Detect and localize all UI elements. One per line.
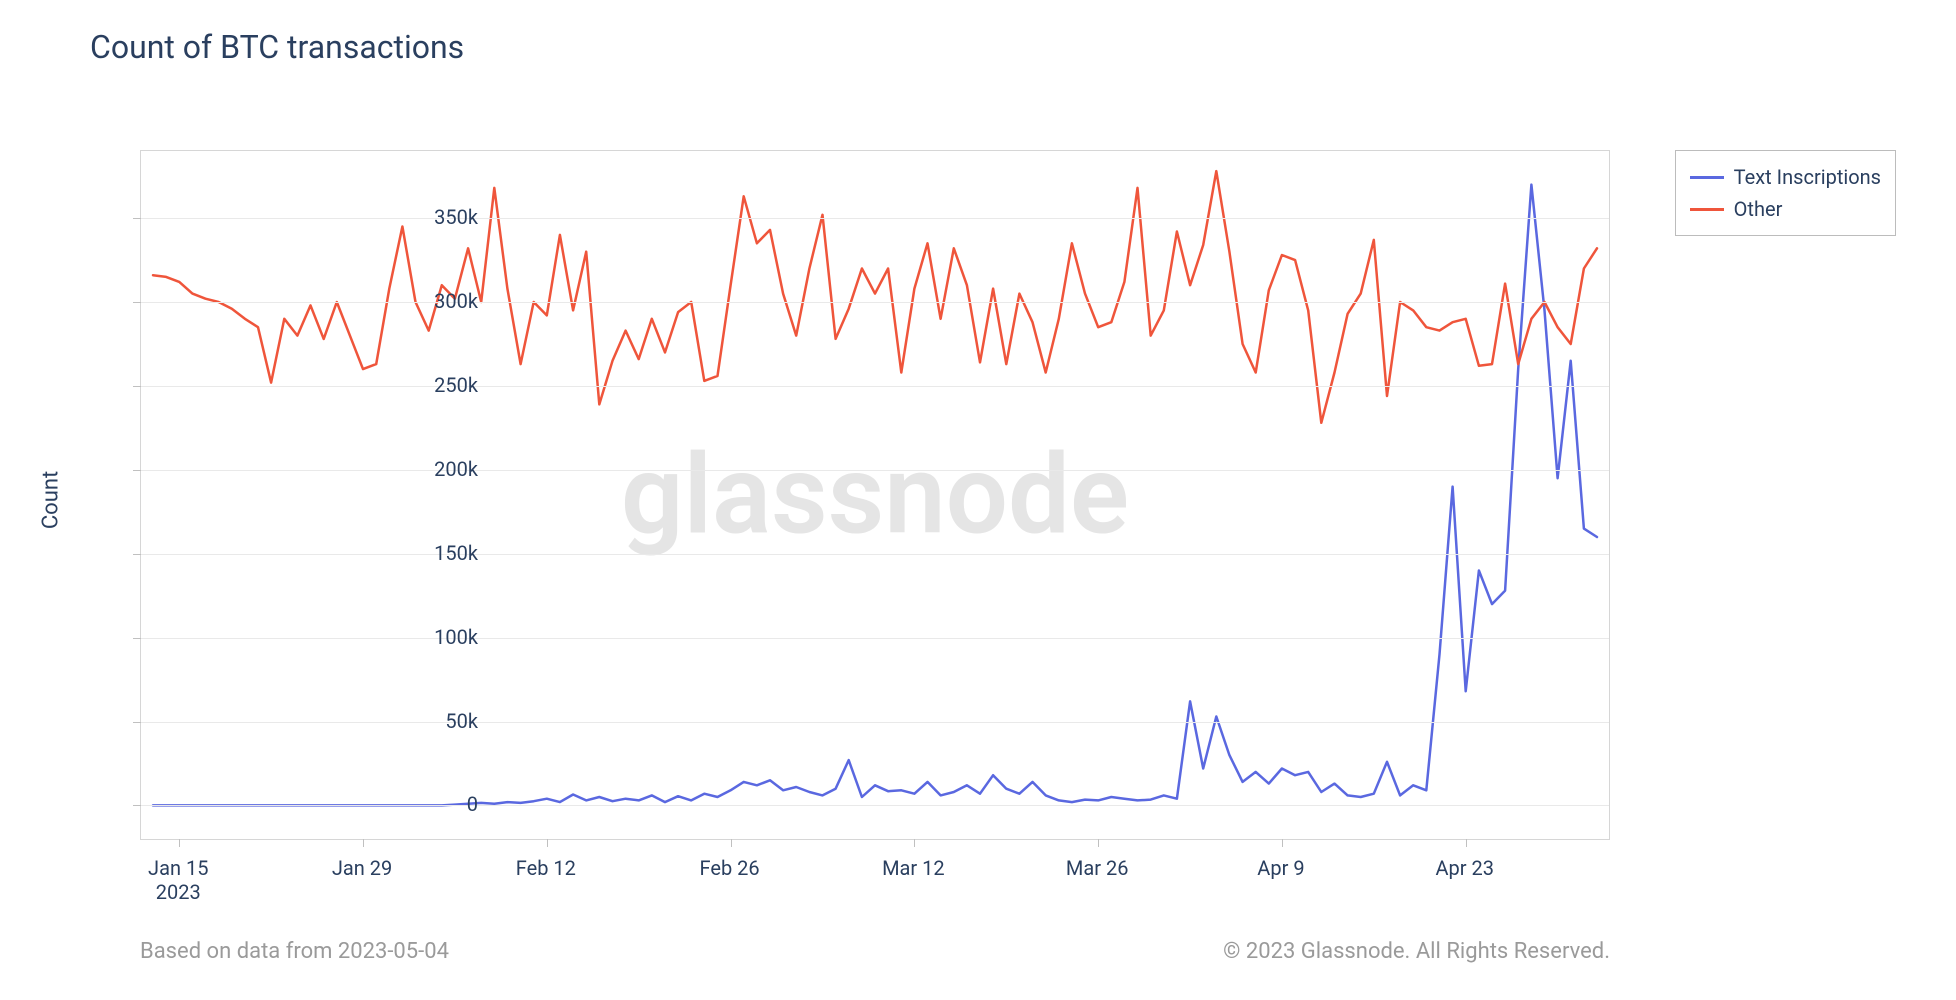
gridline-horizontal: [141, 722, 1609, 723]
gridline-horizontal: [141, 386, 1609, 387]
tick-mark: [1098, 839, 1099, 847]
tick-mark: [133, 470, 141, 471]
footer-data-source: Based on data from 2023-05-04: [140, 939, 449, 964]
tick-mark: [179, 839, 180, 847]
tick-mark: [133, 302, 141, 303]
x-tick-label: Apr 23: [1435, 856, 1494, 880]
tick-mark: [133, 638, 141, 639]
tick-mark: [133, 722, 141, 723]
gridline-horizontal: [141, 218, 1609, 219]
tick-mark: [133, 218, 141, 219]
y-tick-label: 150k: [398, 541, 478, 565]
tick-mark: [1466, 839, 1467, 847]
y-tick-label: 50k: [398, 709, 478, 733]
x-tick-label: Mar 26: [1066, 856, 1129, 880]
tick-mark: [133, 554, 141, 555]
x-tick-label: Apr 9: [1257, 856, 1304, 880]
gridline-horizontal: [141, 638, 1609, 639]
tick-mark: [133, 386, 141, 387]
y-tick-label: 300k: [398, 289, 478, 313]
y-tick-label: 200k: [398, 457, 478, 481]
plot-area: glassnode: [140, 150, 1610, 840]
chart-lines: [141, 151, 1609, 839]
y-tick-label: 0: [398, 792, 478, 816]
x-tick-label: Jan 152023: [148, 856, 208, 904]
y-tick-label: 100k: [398, 625, 478, 649]
footer-copyright: © 2023 Glassnode. All Rights Reserved.: [1223, 939, 1610, 964]
series-line: [153, 185, 1597, 806]
legend-label: Other: [1734, 197, 1783, 221]
y-tick-label: 250k: [398, 373, 478, 397]
x-tick-label: Mar 12: [882, 856, 945, 880]
legend-label: Text Inscriptions: [1734, 165, 1881, 189]
legend-swatch-icon: [1690, 176, 1724, 179]
tick-mark: [133, 805, 141, 806]
tick-mark: [731, 839, 732, 847]
tick-mark: [363, 839, 364, 847]
tick-mark: [1282, 839, 1283, 847]
chart-container: Count of BTC transactions Count glassnod…: [0, 0, 1956, 1000]
x-tick-label: Feb 12: [516, 856, 576, 880]
legend-swatch-icon: [1690, 208, 1724, 211]
tick-mark: [914, 839, 915, 847]
gridline-horizontal: [141, 470, 1609, 471]
gridline-horizontal: [141, 554, 1609, 555]
gridline-horizontal: [141, 302, 1609, 303]
x-tick-label: Feb 26: [700, 856, 760, 880]
legend-item[interactable]: Text Inscriptions: [1690, 161, 1881, 193]
tick-mark: [547, 839, 548, 847]
y-tick-label: 350k: [398, 205, 478, 229]
x-tick-label: Jan 29: [332, 856, 392, 880]
y-axis-label: Count: [39, 471, 64, 529]
gridline-horizontal: [141, 805, 1609, 806]
legend: Text Inscriptions Other: [1675, 150, 1896, 236]
legend-item[interactable]: Other: [1690, 193, 1881, 225]
chart-title: Count of BTC transactions: [90, 28, 464, 66]
